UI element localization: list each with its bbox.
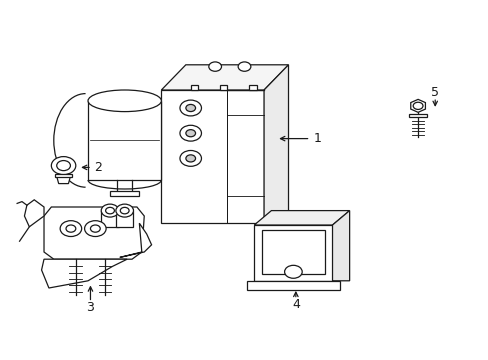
Polygon shape <box>161 90 264 223</box>
Polygon shape <box>88 101 161 180</box>
Bar <box>110 191 139 196</box>
Bar <box>249 85 256 90</box>
Circle shape <box>284 265 302 278</box>
Circle shape <box>208 62 221 71</box>
Polygon shape <box>24 200 44 227</box>
Text: 4: 4 <box>291 298 299 311</box>
Ellipse shape <box>88 90 161 112</box>
Circle shape <box>60 221 81 237</box>
Circle shape <box>66 225 76 232</box>
Text: 3: 3 <box>86 301 94 314</box>
Circle shape <box>116 204 133 217</box>
Polygon shape <box>332 211 349 281</box>
Text: 5: 5 <box>430 86 438 99</box>
Text: 2: 2 <box>94 161 102 174</box>
Circle shape <box>101 204 119 217</box>
Circle shape <box>180 150 201 166</box>
Circle shape <box>238 62 250 71</box>
Bar <box>220 85 227 90</box>
Polygon shape <box>254 225 332 281</box>
Polygon shape <box>264 65 288 223</box>
Circle shape <box>51 157 76 175</box>
Circle shape <box>412 102 422 109</box>
Circle shape <box>180 100 201 116</box>
Polygon shape <box>56 175 71 184</box>
Circle shape <box>120 207 129 214</box>
Bar <box>190 85 198 90</box>
Circle shape <box>90 225 100 232</box>
Text: 1: 1 <box>313 132 321 145</box>
Circle shape <box>180 125 201 141</box>
Circle shape <box>105 207 114 214</box>
Bar <box>116 211 133 227</box>
Polygon shape <box>120 223 151 257</box>
Bar <box>55 174 72 177</box>
Circle shape <box>185 155 195 162</box>
Polygon shape <box>41 259 127 288</box>
Circle shape <box>185 130 195 137</box>
Circle shape <box>57 161 70 171</box>
Polygon shape <box>161 65 288 90</box>
Polygon shape <box>44 207 144 259</box>
Polygon shape <box>254 211 349 225</box>
Bar <box>101 211 119 227</box>
Circle shape <box>185 104 195 112</box>
Polygon shape <box>246 281 339 290</box>
Polygon shape <box>410 99 425 112</box>
Bar <box>408 114 427 117</box>
Circle shape <box>84 221 106 237</box>
